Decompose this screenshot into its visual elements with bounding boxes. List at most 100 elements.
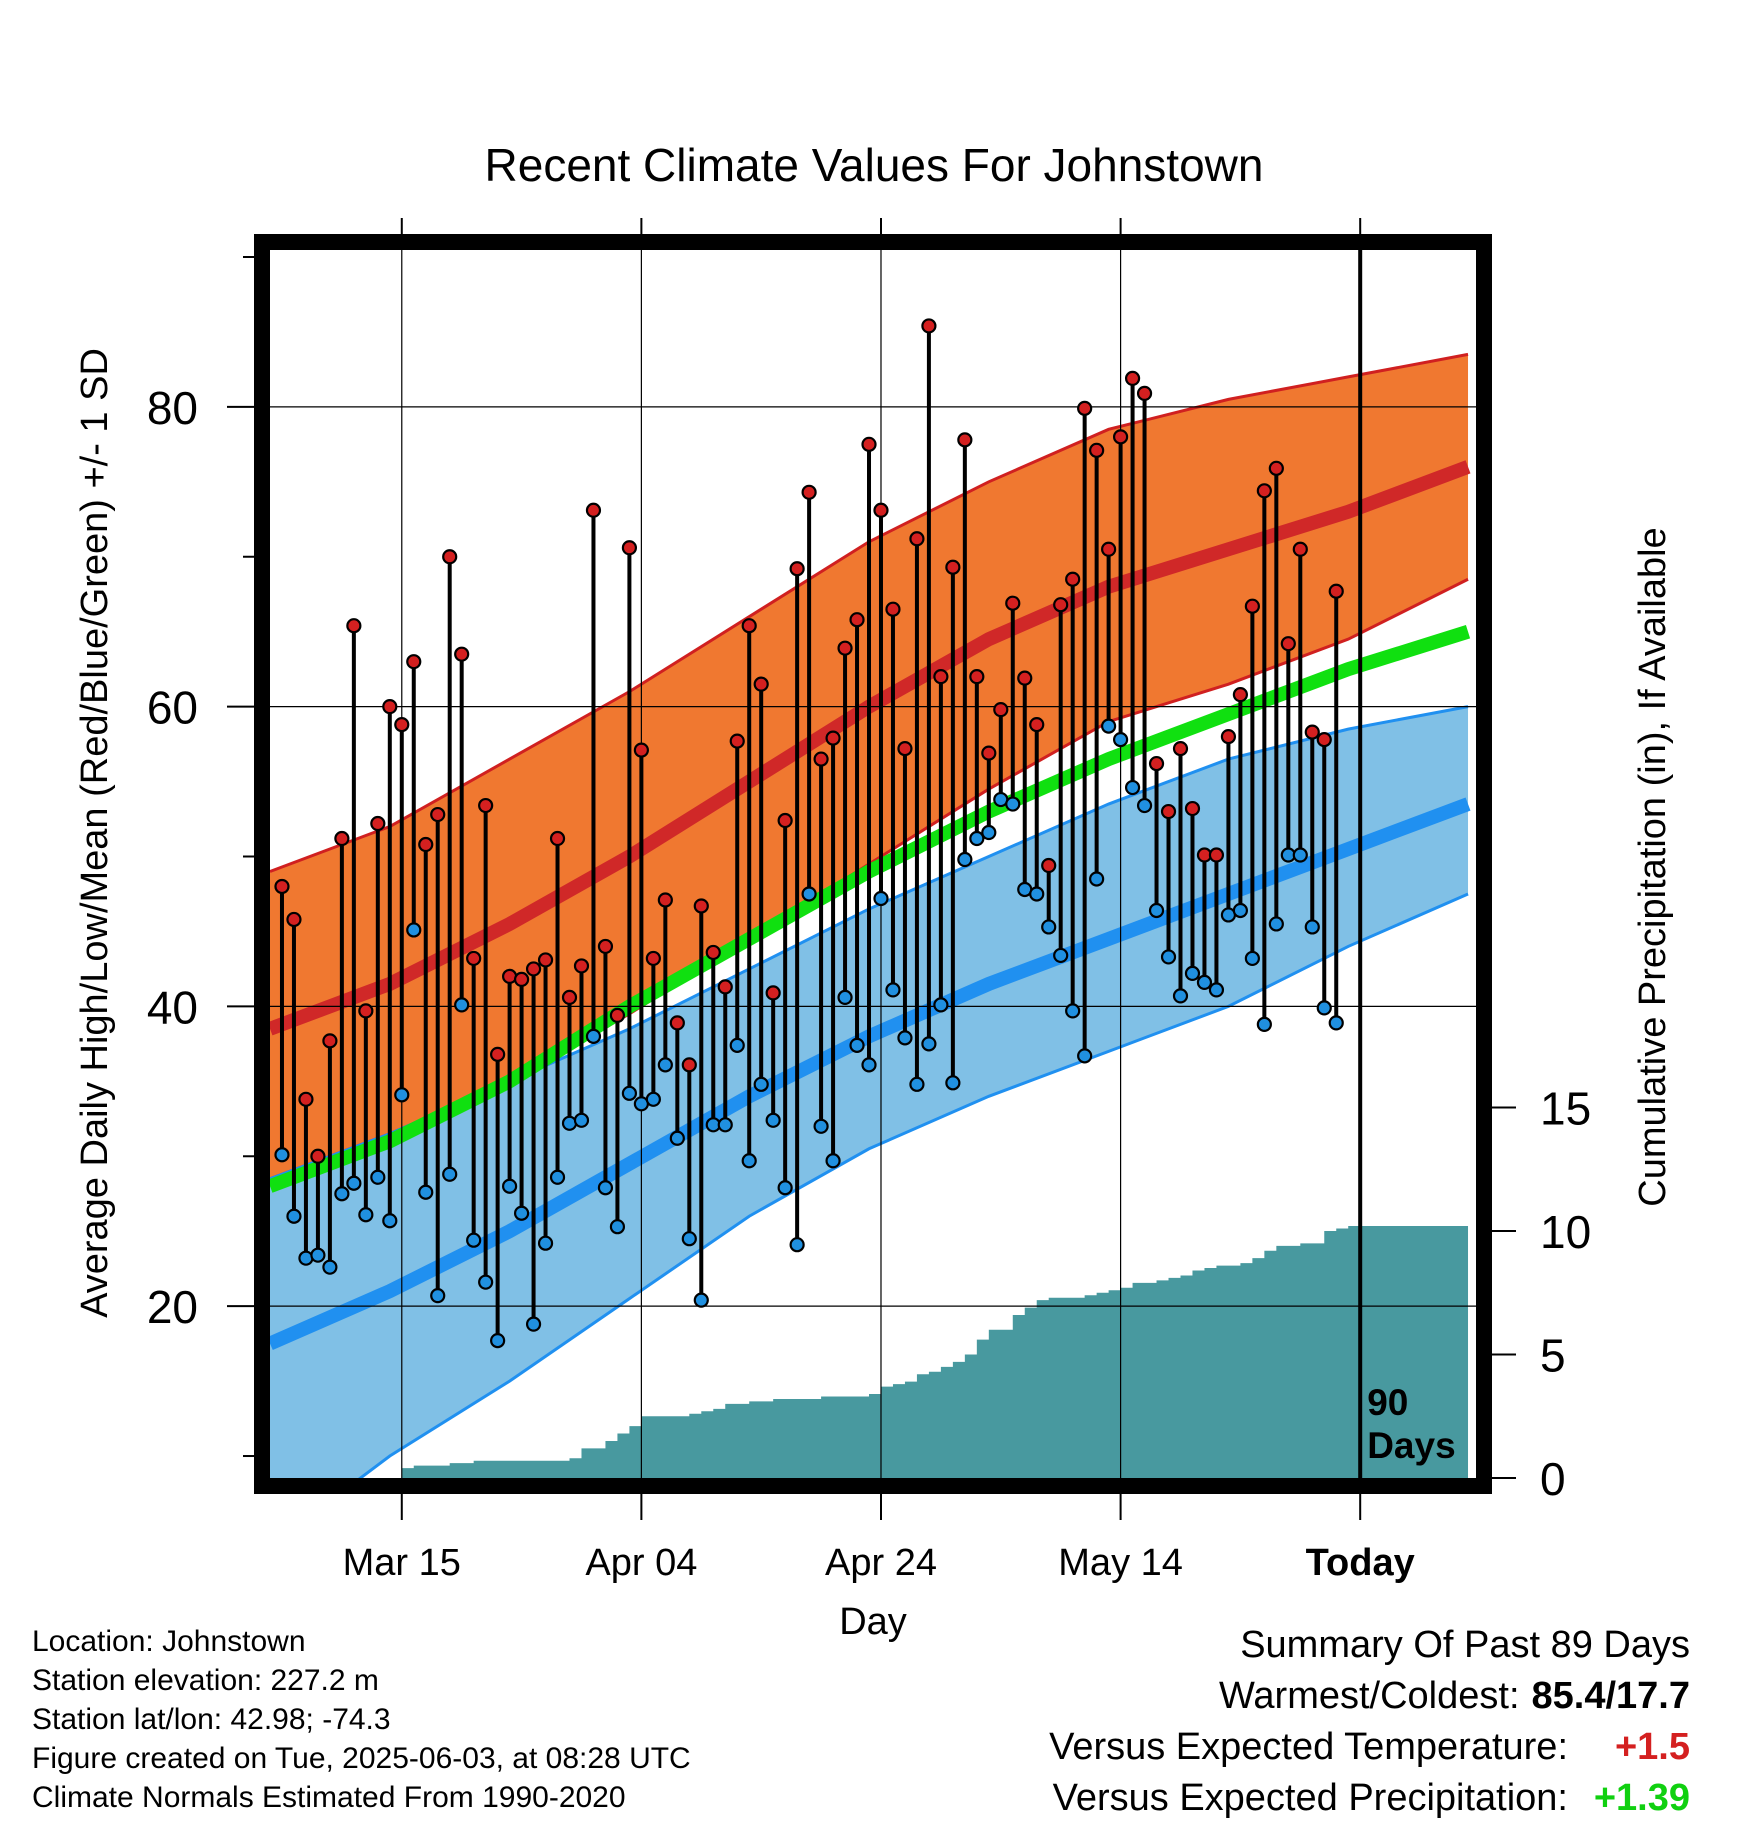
daily-high-point (525, 961, 542, 977)
daily-high-point (1316, 731, 1332, 748)
daily-high-point (370, 815, 386, 832)
daily-high-point (274, 878, 290, 895)
daily-low-point (334, 1186, 350, 1202)
temp-anomaly-label: Versus Expected Temperature: (1049, 1726, 1568, 1768)
daily-high-point (406, 654, 422, 670)
precip-anomaly-row: Versus Expected Precipitation: +1.39 (1049, 1773, 1690, 1824)
daily-low-point (741, 1153, 757, 1169)
summary-title: Summary Of Past 89 Days (1240, 1624, 1690, 1666)
precip-anomaly-value: +1.39 (1593, 1777, 1690, 1819)
daily-high-point (729, 733, 745, 749)
daily-low-point (669, 1130, 685, 1146)
daily-high-point (645, 950, 661, 967)
daily-low-point (1208, 982, 1225, 998)
precipitation-layer (270, 1226, 1469, 1478)
daily-low-point (418, 1184, 434, 1200)
daily-low-point (1292, 847, 1308, 863)
daily-low-point (1029, 886, 1045, 902)
daily-high-point (1184, 800, 1201, 817)
daily-low-point (957, 851, 973, 868)
daily-high-point (885, 601, 901, 617)
daily-low-point (597, 1180, 614, 1196)
daily-low-point (873, 890, 889, 907)
daily-high-point (322, 1033, 338, 1049)
y-tick-label-60: 60 (147, 682, 198, 734)
daily-low-point (609, 1219, 626, 1235)
y-axis-label-left: Average Daily High/Low/Mean (Red/Blue/Gr… (74, 348, 116, 1318)
y-tick-label-20: 20 (147, 1281, 198, 1333)
daily-high-point (1220, 729, 1237, 745)
daily-low-point (777, 1180, 793, 1196)
daily-high-point (478, 797, 494, 814)
daily-high-point (286, 911, 302, 928)
daily-high-point (573, 958, 590, 974)
daily-high-point (993, 702, 1009, 718)
daily-high-point (418, 836, 434, 853)
daily-high-point (825, 730, 841, 746)
daily-high-point (1101, 541, 1117, 557)
daily-low-point (789, 1237, 805, 1253)
daily-high-point (837, 640, 853, 656)
daily-low-point (513, 1205, 530, 1221)
daily-low-point (1041, 919, 1057, 935)
daily-low-point (490, 1333, 506, 1349)
daily-high-point (741, 618, 757, 634)
x-tick-label: Apr 24 (825, 1542, 937, 1584)
daily-high-point (1280, 636, 1296, 652)
daily-high-point (1112, 429, 1129, 445)
daily-high-point (681, 1057, 697, 1073)
daily-high-point (358, 1003, 374, 1019)
precip-anomaly-label: Versus Expected Precipitation: (1052, 1777, 1568, 1819)
daily-low-point (825, 1153, 841, 1169)
daily-high-point (561, 989, 578, 1005)
plot-frame (254, 234, 1492, 1494)
daily-high-point (442, 549, 458, 565)
daily-low-point (861, 1057, 877, 1073)
y-tick-label-80: 80 (147, 382, 198, 434)
daily-high-point (765, 985, 781, 1001)
daily-high-point (454, 646, 470, 662)
daily-low-point (573, 1112, 590, 1128)
location-text: Location: Johnstown (32, 1625, 306, 1658)
daily-low-point (274, 1147, 290, 1163)
daily-low-point (322, 1259, 338, 1275)
daily-high-point (549, 830, 566, 847)
daily-high-point (537, 952, 554, 968)
daily-low-point (1160, 949, 1177, 965)
x-tick-label: Mar 15 (343, 1542, 461, 1584)
daily-high-point (753, 676, 769, 692)
daily-high-point (1148, 755, 1165, 772)
daily-low-point (382, 1213, 398, 1229)
daily-low-point (837, 989, 853, 1005)
daily-low-point (1053, 947, 1069, 964)
daily-low-point (585, 1028, 602, 1044)
daily-low-point (1065, 1003, 1081, 1019)
daily-low-point (346, 1175, 362, 1191)
daily-low-point (1316, 1000, 1332, 1016)
axes-layer: 20 40 60 80 0 5 10 15 Mar 15 Apr 04 Apr 24 May 14 To… (147, 218, 1591, 1584)
daily-high-point (1328, 583, 1344, 599)
daily-low-point (765, 1112, 781, 1128)
daily-high-point (609, 1007, 626, 1023)
daily-high-point (1089, 442, 1105, 458)
chart-title: Recent Climate Values For Johnstown (485, 139, 1264, 191)
daily-high-point (1136, 385, 1153, 401)
temp-anomaly-value: +1.5 (1614, 1726, 1690, 1768)
daily-low-point (849, 1037, 865, 1053)
daily-low-point (681, 1231, 697, 1247)
daily-high-point (1029, 717, 1045, 733)
daily-low-point (1256, 1016, 1272, 1032)
daily-low-point (1196, 974, 1213, 991)
daily-high-point (873, 502, 889, 518)
daily-low-point (1268, 916, 1284, 932)
daily-high-point (693, 898, 709, 914)
daily-high-point (669, 1015, 685, 1031)
daily-low-point (502, 1178, 518, 1194)
daily-high-point (1065, 571, 1081, 587)
daily-low-point (897, 1030, 913, 1046)
daily-low-point (286, 1208, 302, 1224)
y-axis-label-right: Cumulative Precipitation (in), If Availa… (1632, 527, 1674, 1206)
